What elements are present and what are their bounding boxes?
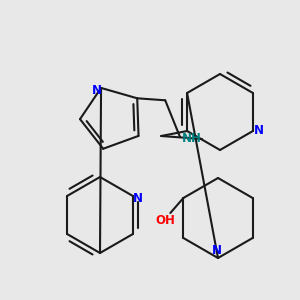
Text: N: N: [133, 191, 143, 205]
Text: N: N: [254, 124, 264, 136]
Text: NH: NH: [182, 131, 202, 145]
Text: OH: OH: [155, 214, 175, 227]
Text: N: N: [92, 84, 102, 98]
Text: N: N: [212, 244, 222, 256]
